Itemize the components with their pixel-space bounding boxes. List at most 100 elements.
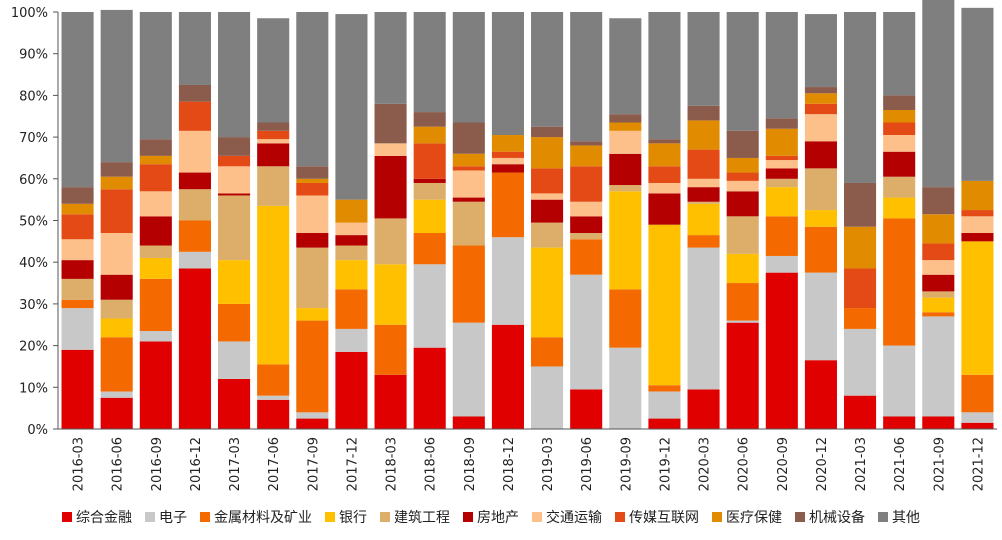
bar-segment-22-2 bbox=[922, 312, 955, 317]
bar-segment-10-5 bbox=[452, 197, 485, 202]
bar-segment-21-8 bbox=[883, 110, 916, 123]
legend-swatch-4 bbox=[380, 512, 390, 522]
bar-segment-2-10 bbox=[139, 12, 172, 140]
bar-segment-16-10 bbox=[687, 12, 720, 106]
bar-segment-6-8 bbox=[296, 178, 329, 183]
bar-segment-18-9 bbox=[765, 118, 798, 129]
bar-segment-7-8 bbox=[335, 199, 368, 223]
bar-segment-12-2 bbox=[531, 337, 564, 367]
bar-segment-22-1 bbox=[922, 316, 955, 417]
bar-segment-8-0 bbox=[374, 374, 407, 429]
bar-segment-21-3 bbox=[883, 197, 916, 219]
x-tick-label: 2019-03 bbox=[541, 437, 556, 491]
bar-segment-7-0 bbox=[335, 351, 368, 429]
bar-segment-7-5 bbox=[335, 235, 368, 246]
bar-segment-12-3 bbox=[531, 247, 564, 338]
bar-segment-13-7 bbox=[570, 166, 603, 202]
x-tick-label: 2018-03 bbox=[385, 437, 400, 491]
bar-segment-20-2 bbox=[844, 308, 877, 329]
bar-segment-12-7 bbox=[531, 168, 564, 194]
x-tick-label: 2017-12 bbox=[345, 437, 360, 491]
bar-segment-10-0 bbox=[452, 416, 485, 429]
bar-segment-2-1 bbox=[139, 331, 172, 342]
bar-segment-23-8 bbox=[961, 180, 994, 211]
bar-segment-15-6 bbox=[648, 182, 681, 194]
bar-segment-1-1 bbox=[100, 391, 133, 398]
bar-segment-18-1 bbox=[765, 255, 798, 273]
legend-swatch-2 bbox=[200, 512, 210, 522]
bar-segment-5-9 bbox=[257, 122, 290, 131]
bars bbox=[61, 0, 994, 430]
bar-segment-10-2 bbox=[452, 245, 485, 323]
bar-segment-22-10 bbox=[922, 0, 955, 188]
bar-segment-8-6 bbox=[374, 143, 407, 156]
bar-segment-11-10 bbox=[491, 12, 524, 136]
bar-segment-4-4 bbox=[218, 195, 251, 261]
bar-segment-14-1 bbox=[609, 347, 642, 429]
bar-segment-20-1 bbox=[844, 328, 877, 396]
x-tick-label: 2018-06 bbox=[424, 437, 439, 491]
legend-swatch-0 bbox=[62, 512, 72, 522]
bar-segment-13-4 bbox=[570, 233, 603, 240]
bar-segment-22-6 bbox=[922, 260, 955, 275]
bar-segment-5-4 bbox=[257, 166, 290, 206]
legend-label-3: 银行 bbox=[339, 510, 367, 526]
bar-segment-8-5 bbox=[374, 155, 407, 219]
x-tick-label: 2016-12 bbox=[189, 437, 204, 491]
bar-segment-19-8 bbox=[804, 93, 837, 104]
legend-swatch-6 bbox=[532, 512, 542, 522]
legend-label-2: 金属材料及矿业 bbox=[214, 510, 312, 526]
x-tick-label: 2021-06 bbox=[893, 437, 908, 491]
bar-segment-11-1 bbox=[491, 237, 524, 325]
x-tick-label: 2016-03 bbox=[72, 437, 87, 491]
bar-segment-1-8 bbox=[100, 176, 133, 190]
bar-segment-0-0 bbox=[61, 349, 94, 429]
bar-segment-2-5 bbox=[139, 216, 172, 246]
bar-segment-2-6 bbox=[139, 191, 172, 217]
bar-segment-7-10 bbox=[335, 14, 368, 200]
bar-segment-12-8 bbox=[531, 137, 564, 169]
bar-segment-19-7 bbox=[804, 103, 837, 115]
bar-segment-10-1 bbox=[452, 322, 485, 417]
bar-segment-6-6 bbox=[296, 195, 329, 234]
y-tick-label: 50% bbox=[19, 215, 48, 230]
bar-segment-2-8 bbox=[139, 155, 172, 165]
y-tick-label: 30% bbox=[19, 298, 48, 313]
x-tick-label: 2016-09 bbox=[150, 437, 165, 491]
bar-segment-17-4 bbox=[726, 216, 759, 254]
bar-segment-19-5 bbox=[804, 141, 837, 169]
y-tick-label: 60% bbox=[19, 173, 48, 188]
bar-segment-19-9 bbox=[804, 87, 837, 94]
bar-segment-0-8 bbox=[61, 203, 94, 215]
bar-segment-15-0 bbox=[648, 418, 681, 429]
bar-segment-18-8 bbox=[765, 128, 798, 156]
bar-segment-9-4 bbox=[413, 182, 446, 200]
bar-segment-16-2 bbox=[687, 235, 720, 248]
bar-segment-20-10 bbox=[844, 12, 877, 183]
bar-segment-16-7 bbox=[687, 149, 720, 179]
bar-segment-15-3 bbox=[648, 224, 681, 386]
bar-segment-8-3 bbox=[374, 264, 407, 325]
bar-segment-0-7 bbox=[61, 214, 94, 240]
bar-segment-4-2 bbox=[218, 303, 251, 342]
bar-segment-3-0 bbox=[178, 268, 211, 429]
legend-swatch-10 bbox=[878, 512, 888, 522]
bar-segment-6-7 bbox=[296, 182, 329, 196]
bar-segment-19-0 bbox=[804, 360, 837, 429]
bar-segment-4-6 bbox=[218, 166, 251, 194]
bar-segment-5-7 bbox=[257, 130, 290, 140]
bar-segment-10-8 bbox=[452, 153, 485, 167]
bar-segment-7-1 bbox=[335, 328, 368, 352]
bar-segment-16-4 bbox=[687, 201, 720, 204]
bar-segment-9-3 bbox=[413, 199, 446, 234]
x-tick-label: 2017-09 bbox=[306, 437, 321, 491]
bar-segment-21-10 bbox=[883, 12, 916, 96]
bar-segment-16-8 bbox=[687, 120, 720, 150]
bar-segment-1-3 bbox=[100, 318, 133, 338]
bar-segment-15-9 bbox=[648, 139, 681, 144]
bar-segment-6-4 bbox=[296, 247, 329, 309]
bar-segment-9-7 bbox=[413, 143, 446, 179]
bar-segment-1-9 bbox=[100, 162, 133, 177]
bar-segment-14-5 bbox=[609, 153, 642, 186]
bar-segment-18-5 bbox=[765, 168, 798, 179]
